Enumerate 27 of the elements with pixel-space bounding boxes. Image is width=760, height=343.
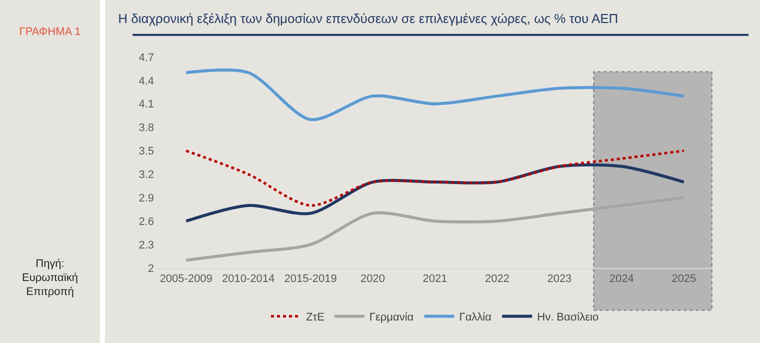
x-tick-label: 2024	[609, 273, 634, 286]
y-tick-label: 4.7	[138, 52, 154, 64]
x-tick-label: 2005-2009	[160, 273, 212, 286]
y-tick-label: 3.8	[138, 122, 154, 134]
y-tick-label: 3.5	[138, 146, 154, 158]
y-tick-label: 2.6	[138, 216, 154, 228]
y-tick-label: 2	[148, 262, 154, 275]
legend-label: ΖτΕ	[306, 312, 324, 324]
x-tick-label: 2025	[672, 273, 696, 286]
x-tick-label: 2015-2019	[284, 273, 337, 286]
y-tick-label: 4.1	[138, 98, 154, 111]
line-series	[184, 150, 686, 207]
x-tick-label: 2010-2014	[222, 273, 275, 286]
y-tick-label: 2.3	[138, 239, 154, 252]
x-tick-label: 2021	[422, 273, 448, 286]
y-tick-label: 2.9	[138, 192, 154, 205]
y-tick-label: 4.4	[138, 75, 154, 88]
text: Πηγή: Ευρωπαϊκή Επιτροπή	[21, 257, 79, 299]
legend-label: Γαλλία	[459, 312, 492, 324]
legend-label: Γερμανία	[369, 312, 414, 324]
y-tick-label: 3.2	[138, 169, 154, 182]
text: ΓΡΑΦΗΜΑ 1	[18, 26, 82, 38]
x-tick-label: 2023	[547, 273, 572, 286]
x-tick-label: 2022	[484, 273, 510, 286]
x-tick-label: 2020	[360, 273, 386, 286]
legend-label: Ην. Βασίλειο	[537, 312, 599, 324]
chart-title: Η διαχρονική εξέλιξη των δημοσίων επενδύσεων σε επιλεγμένες χώρες, ως % του ΑΕΠ	[118, 10, 618, 26]
